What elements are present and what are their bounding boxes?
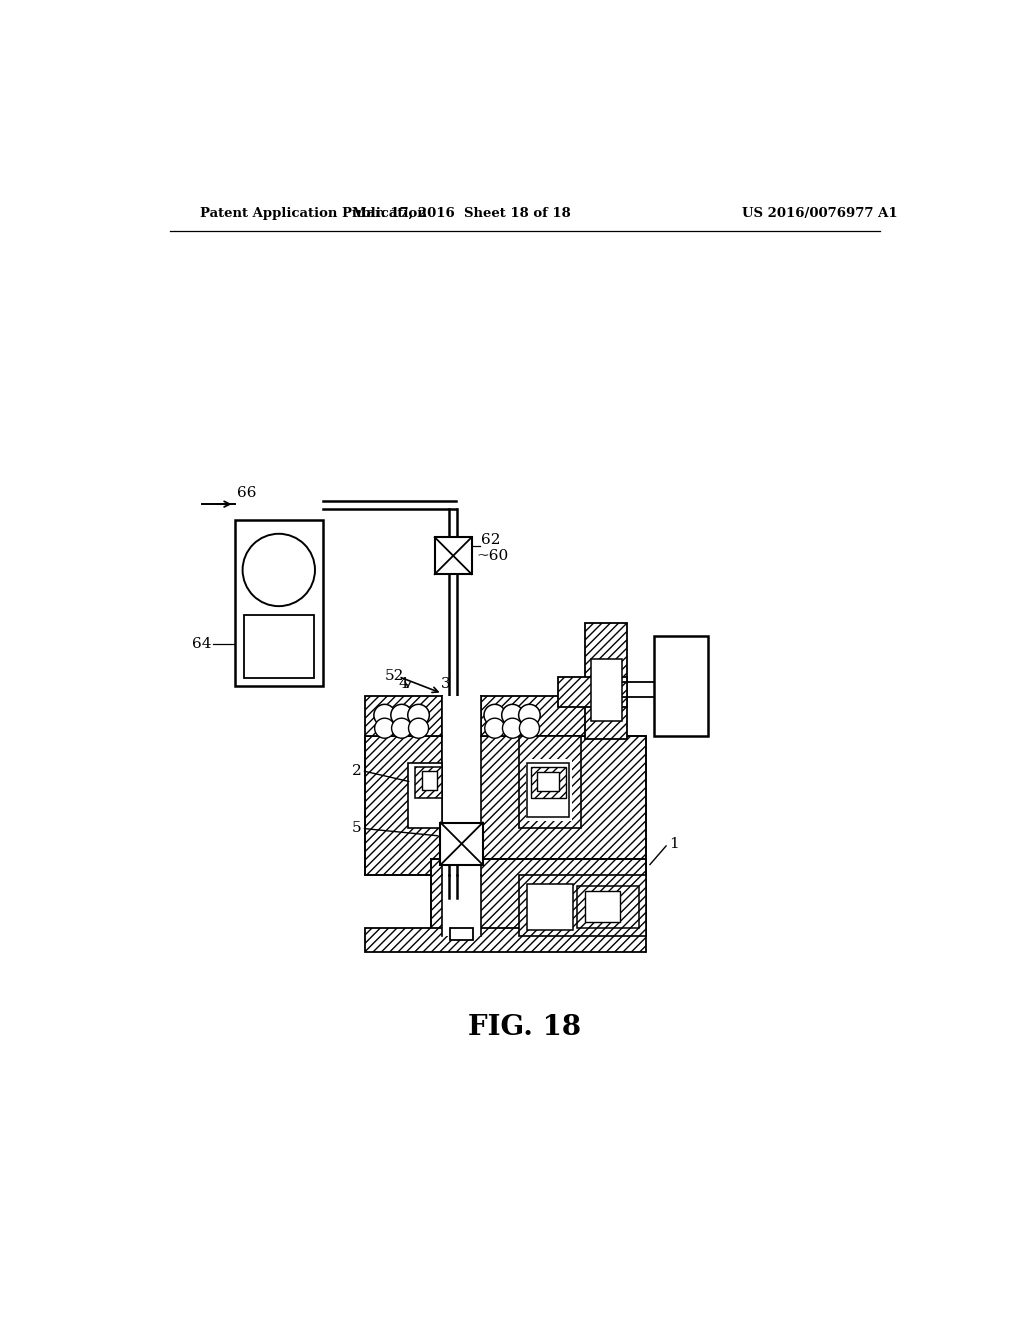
Text: 2: 2: [352, 763, 361, 777]
Bar: [442, 859, 481, 936]
Circle shape: [502, 705, 523, 726]
Circle shape: [391, 705, 413, 726]
Circle shape: [484, 705, 506, 726]
Bar: [538, 772, 559, 792]
Bar: [408, 763, 442, 829]
Text: 3: 3: [441, 677, 451, 690]
Bar: [442, 696, 481, 737]
Bar: [408, 763, 442, 829]
Bar: [244, 615, 313, 678]
Bar: [431, 859, 646, 936]
Bar: [578, 886, 639, 928]
Bar: [519, 874, 646, 936]
Circle shape: [409, 718, 429, 738]
Text: 4: 4: [398, 677, 409, 690]
Text: 1: 1: [670, 837, 679, 850]
Circle shape: [391, 718, 412, 738]
Bar: [591, 659, 622, 721]
Text: Patent Application Publication: Patent Application Publication: [200, 207, 427, 220]
Circle shape: [484, 718, 505, 738]
Bar: [416, 767, 442, 797]
Bar: [442, 737, 481, 875]
Bar: [451, 928, 473, 940]
Text: 64: 64: [191, 636, 211, 651]
Bar: [527, 763, 569, 817]
Circle shape: [243, 533, 315, 606]
Bar: [585, 891, 620, 923]
Bar: [558, 677, 628, 708]
Bar: [519, 737, 581, 829]
Text: 66: 66: [237, 486, 256, 500]
Text: 52: 52: [385, 669, 404, 682]
Bar: [234, 520, 323, 686]
Bar: [366, 928, 646, 952]
Text: Mar. 17, 2016  Sheet 18 of 18: Mar. 17, 2016 Sheet 18 of 18: [352, 207, 571, 220]
Text: 62: 62: [481, 532, 501, 546]
Text: ~60: ~60: [476, 549, 509, 562]
Bar: [525, 759, 571, 821]
Bar: [527, 884, 573, 929]
Circle shape: [408, 705, 429, 726]
Text: 5: 5: [352, 821, 361, 836]
Bar: [481, 696, 615, 737]
Bar: [366, 696, 442, 737]
Bar: [585, 623, 628, 739]
Circle shape: [518, 705, 541, 726]
Text: FIG. 18: FIG. 18: [468, 1014, 582, 1041]
Circle shape: [374, 705, 395, 726]
Text: US 2016/0076977 A1: US 2016/0076977 A1: [741, 207, 897, 220]
Bar: [366, 737, 442, 875]
Circle shape: [519, 718, 540, 738]
Bar: [431, 737, 646, 875]
Bar: [422, 771, 437, 789]
Bar: [440, 822, 483, 865]
Bar: [531, 767, 565, 797]
Circle shape: [375, 718, 394, 738]
Bar: [435, 537, 472, 574]
Bar: [654, 636, 708, 737]
Circle shape: [503, 718, 522, 738]
